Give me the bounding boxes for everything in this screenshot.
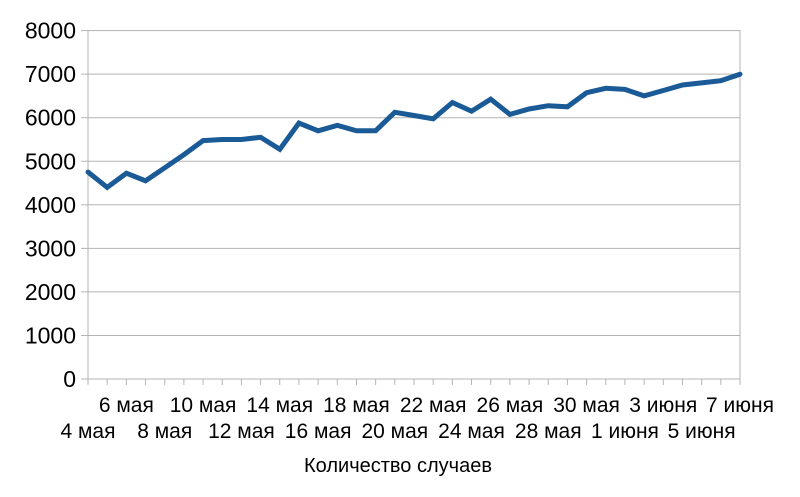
y-axis-tick-label: 1000: [25, 322, 76, 348]
x-axis-tick-label: 5 июня: [668, 420, 736, 443]
x-axis-tick-label: 14 мая: [246, 394, 313, 417]
x-axis-tick-label: 16 мая: [285, 420, 352, 443]
x-axis-tick-label: 22 мая: [400, 394, 467, 417]
y-axis-tick-label: 2000: [25, 279, 76, 305]
y-axis-tick-label: 8000: [25, 18, 76, 44]
x-axis-tick-label: 4 мая: [60, 420, 115, 443]
x-axis-tick-label: 12 мая: [208, 420, 275, 443]
x-axis-tick-label: 20 мая: [361, 420, 428, 443]
x-axis-tick-label: 8 мая: [137, 420, 192, 443]
x-axis-tick-label: 24 мая: [438, 420, 505, 443]
y-axis-tick-label: 0: [63, 366, 76, 392]
x-axis-tick-label: 18 мая: [323, 394, 390, 417]
x-axis-tick-label: 10 мая: [170, 394, 237, 417]
x-axis-tick-label: 1 июня: [591, 420, 659, 443]
y-axis-tick-label: 4000: [25, 192, 76, 218]
y-axis-tick-label: 6000: [25, 105, 76, 131]
chart-caption: Количество случаев: [304, 455, 492, 477]
x-axis-tick-label: 6 мая: [99, 394, 154, 417]
y-axis-tick-label: 7000: [25, 61, 76, 87]
x-axis-tick-label: 26 мая: [477, 394, 544, 417]
x-axis-tick-label: 30 мая: [553, 394, 620, 417]
y-axis-tick-label: 3000: [25, 235, 76, 261]
x-axis-tick-label: 28 мая: [515, 420, 582, 443]
x-axis-tick-label: 3 июня: [629, 394, 697, 417]
y-axis-tick-label: 5000: [25, 148, 76, 174]
data-line: [85, 71, 743, 191]
x-axis-tick-label: 7 июня: [706, 394, 774, 417]
